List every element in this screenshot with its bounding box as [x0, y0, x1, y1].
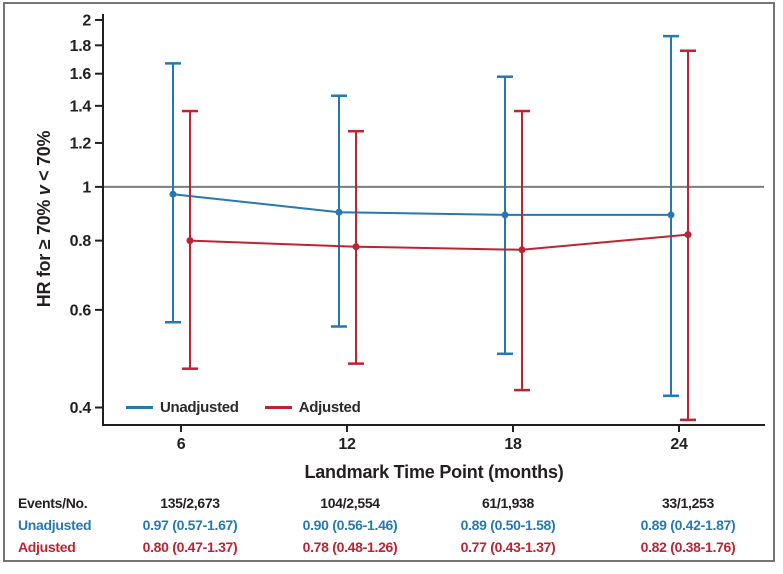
data-point [352, 243, 360, 251]
y-tick-label: 2 [82, 12, 91, 29]
adjusted-line-swatch [264, 406, 292, 409]
series-adjusted [182, 49, 696, 422]
x-axis-title: Landmark Time Point (months) [304, 462, 564, 482]
row-label-events: Events/No. [18, 495, 88, 511]
table-row-unadjusted: Unadjusted 0.97 (0.57-1.67) 0.90 (0.56-1… [0, 517, 783, 534]
y-tick-label: 0.4 [70, 400, 92, 417]
y-tick-label: 1.2 [70, 135, 92, 152]
legend: Unadjusted Adjusted [126, 399, 361, 416]
events-value: 61/1,938 [481, 495, 535, 511]
x-tick-label: 12 [338, 436, 356, 453]
x-tick-label: 24 [670, 436, 688, 453]
data-point [667, 211, 675, 219]
data-point [169, 190, 177, 198]
events-value: 33/1,253 [661, 495, 715, 511]
row-label-unadjusted: Unadjusted [18, 517, 92, 533]
adjusted-hr-value: 0.80 (0.47-1.37) [142, 539, 238, 555]
row-label-adjusted: Adjusted [18, 539, 76, 555]
unadjusted-hr-value: 0.97 (0.57-1.67) [142, 517, 238, 533]
y-tick-label: 0.8 [70, 233, 92, 250]
legend-item-adjusted: Adjusted [264, 399, 361, 416]
adjusted-hr-value: 0.77 (0.43-1.37) [460, 539, 556, 555]
y-tick-label: 1.4 [70, 98, 92, 115]
table-row-events: Events/No. 135/2,673 104/2,554 61/1,938 … [0, 495, 783, 512]
y-axis-title: HR for ≥ 70% v < 70% [34, 130, 54, 307]
x-tick-label: 18 [504, 436, 522, 453]
unadjusted-hr-value: 0.89 (0.50-1.58) [460, 517, 556, 533]
y-tick-label: 1.6 [70, 66, 92, 83]
chart-layer: 0.4 0.6 0.8 1 1.2 1.4 1.6 1.8 2 6 12 18 24 [70, 12, 765, 453]
y-tick-label: 1 [82, 179, 91, 196]
unadjusted-hr-value: 0.90 (0.56-1.46) [302, 517, 398, 533]
data-point [518, 246, 526, 254]
x-tick-label: 6 [177, 436, 186, 453]
events-value: 135/2,673 [160, 495, 220, 511]
data-point [186, 237, 194, 245]
trend-line [189, 233, 689, 251]
events-value: 104/2,554 [320, 495, 380, 511]
legend-label-unadjusted: Unadjusted [160, 399, 239, 416]
series-unadjusted [165, 34, 679, 398]
trend-line [172, 193, 671, 216]
adjusted-hr-value: 0.82 (0.38-1.76) [640, 539, 736, 555]
legend-label-adjusted: Adjusted [298, 399, 361, 416]
unadjusted-hr-value: 0.89 (0.42-1.87) [640, 517, 736, 533]
table-row-adjusted: Adjusted 0.80 (0.47-1.37) 0.78 (0.48-1.2… [0, 539, 783, 556]
y-tick-label: 1.8 [70, 38, 92, 55]
unadjusted-line-swatch [126, 406, 153, 409]
data-point [684, 231, 692, 239]
adjusted-hr-value: 0.78 (0.48-1.26) [302, 539, 398, 555]
data-point [501, 211, 509, 219]
legend-item-unadjusted: Unadjusted [126, 399, 239, 416]
data-point [335, 208, 343, 216]
y-tick-label: 0.6 [70, 302, 92, 319]
